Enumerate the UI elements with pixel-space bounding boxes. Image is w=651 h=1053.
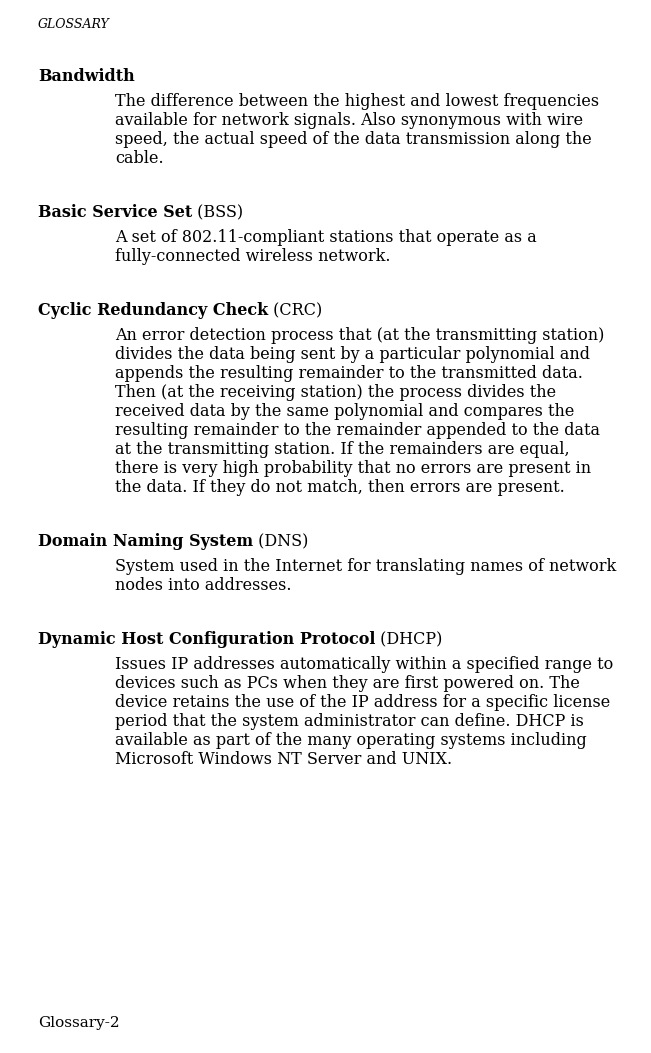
Text: Cyclic Redundancy Check: Cyclic Redundancy Check <box>38 302 268 319</box>
Text: period that the system administrator can define. DHCP is: period that the system administrator can… <box>115 713 584 730</box>
Text: resulting remainder to the remainder appended to the data: resulting remainder to the remainder app… <box>115 422 600 439</box>
Text: cable.: cable. <box>115 150 163 167</box>
Text: nodes into addresses.: nodes into addresses. <box>115 577 292 594</box>
Text: available for network signals. Also synonymous with wire: available for network signals. Also syno… <box>115 112 583 130</box>
Text: divides the data being sent by a particular polynomial and: divides the data being sent by a particu… <box>115 346 590 363</box>
Text: there is very high probability that no errors are present in: there is very high probability that no e… <box>115 460 591 477</box>
Text: appends the resulting remainder to the transmitted data.: appends the resulting remainder to the t… <box>115 365 583 382</box>
Text: A set of 802.11-compliant stations that operate as a: A set of 802.11-compliant stations that … <box>115 229 537 246</box>
Text: System used in the Internet for translating names of network: System used in the Internet for translat… <box>115 558 616 575</box>
Text: Domain Naming System: Domain Naming System <box>38 533 253 550</box>
Text: GLOSSARY: GLOSSARY <box>38 18 110 31</box>
Text: Dynamic Host Configuration Protocol: Dynamic Host Configuration Protocol <box>38 631 376 648</box>
Text: the data. If they do not match, then errors are present.: the data. If they do not match, then err… <box>115 479 565 496</box>
Text: devices such as PCs when they are first powered on. The: devices such as PCs when they are first … <box>115 675 580 692</box>
Text: received data by the same polynomial and compares the: received data by the same polynomial and… <box>115 403 574 420</box>
Text: device retains the use of the IP address for a specific license: device retains the use of the IP address… <box>115 694 610 711</box>
Text: Glossary-2: Glossary-2 <box>38 1016 120 1030</box>
Text: (DNS): (DNS) <box>253 533 309 550</box>
Text: An error detection process that (at the transmitting station): An error detection process that (at the … <box>115 327 604 344</box>
Text: at the transmitting station. If the remainders are equal,: at the transmitting station. If the rema… <box>115 441 570 458</box>
Text: fully-connected wireless network.: fully-connected wireless network. <box>115 249 391 265</box>
Text: speed, the actual speed of the data transmission along the: speed, the actual speed of the data tran… <box>115 131 592 148</box>
Text: (BSS): (BSS) <box>192 204 243 221</box>
Text: Then (at the receiving station) the process divides the: Then (at the receiving station) the proc… <box>115 384 556 401</box>
Text: Basic Service Set: Basic Service Set <box>38 204 192 221</box>
Text: Microsoft Windows NT Server and UNIX.: Microsoft Windows NT Server and UNIX. <box>115 751 452 768</box>
Text: Issues IP addresses automatically within a specified range to: Issues IP addresses automatically within… <box>115 656 613 673</box>
Text: The difference between the highest and lowest frequencies: The difference between the highest and l… <box>115 93 599 110</box>
Text: (CRC): (CRC) <box>268 302 322 319</box>
Text: (DHCP): (DHCP) <box>376 631 443 648</box>
Text: Bandwidth: Bandwidth <box>38 68 135 85</box>
Text: available as part of the many operating systems including: available as part of the many operating … <box>115 732 587 749</box>
